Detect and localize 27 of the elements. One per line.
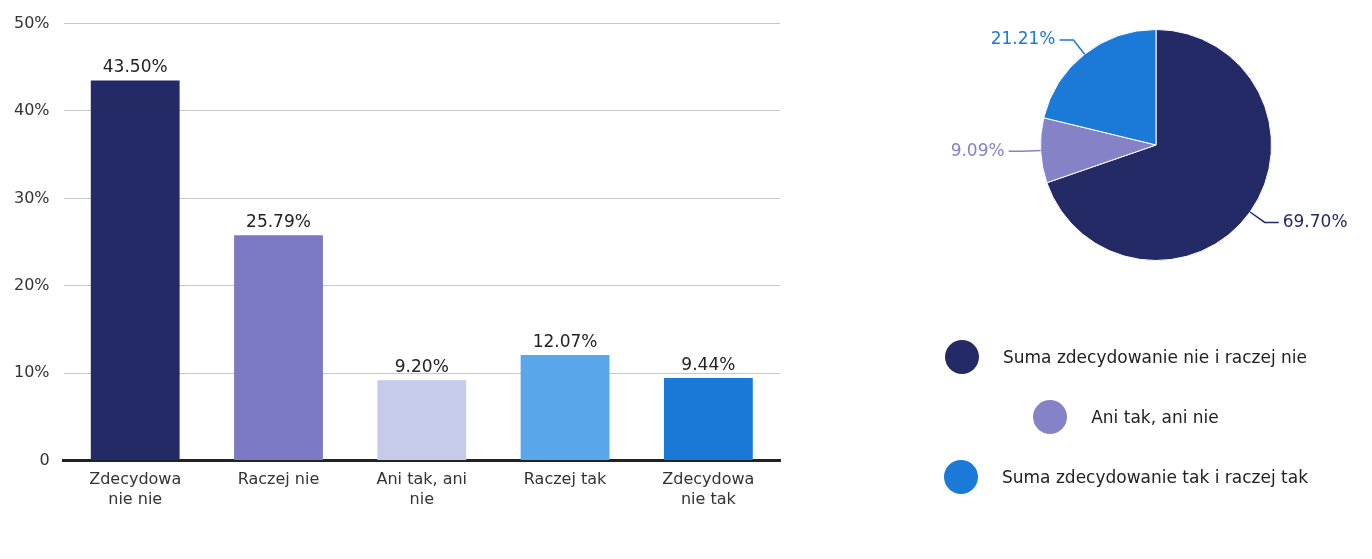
data-label: 25.79% bbox=[246, 211, 311, 232]
data-label: 9.09% bbox=[950, 139, 1005, 160]
data-label: 9.44% bbox=[681, 354, 736, 375]
data-label: 43.50% bbox=[102, 56, 168, 77]
y-tick-label: 10% bbox=[14, 362, 50, 382]
x-tick-label: Raczej nie bbox=[237, 469, 320, 489]
y-tick-label: 20% bbox=[14, 274, 50, 294]
data-label: 69.70% bbox=[1282, 210, 1348, 231]
bar bbox=[90, 80, 180, 461]
bar bbox=[520, 355, 610, 461]
x-tick-label: Zdecydowanie tak bbox=[662, 469, 755, 508]
bar bbox=[377, 380, 467, 461]
bar bbox=[663, 378, 753, 461]
bar bbox=[234, 235, 323, 461]
legend-label: Suma zdecydowanie nie i raczej nie bbox=[1002, 347, 1308, 367]
y-tick-label: 0 bbox=[39, 449, 50, 469]
legend-label: Ani tak, ani nie bbox=[1091, 407, 1219, 427]
x-tick-label: Zdecydowanie nie bbox=[89, 469, 182, 508]
y-tick-label: 30% bbox=[14, 187, 50, 207]
x-tick-label: Raczej tak bbox=[523, 469, 608, 489]
data-label: 21.21% bbox=[990, 28, 1056, 49]
data-label: 9.20% bbox=[394, 356, 449, 377]
legend-label: Suma zdecydowanie tak i raczej tak bbox=[1001, 467, 1309, 487]
y-tick-label: 50% bbox=[14, 12, 50, 32]
y-tick-label: 40% bbox=[14, 100, 50, 120]
data-label: 12.07% bbox=[532, 331, 598, 352]
x-tick-label: Ani tak, ani nie bbox=[376, 469, 468, 508]
